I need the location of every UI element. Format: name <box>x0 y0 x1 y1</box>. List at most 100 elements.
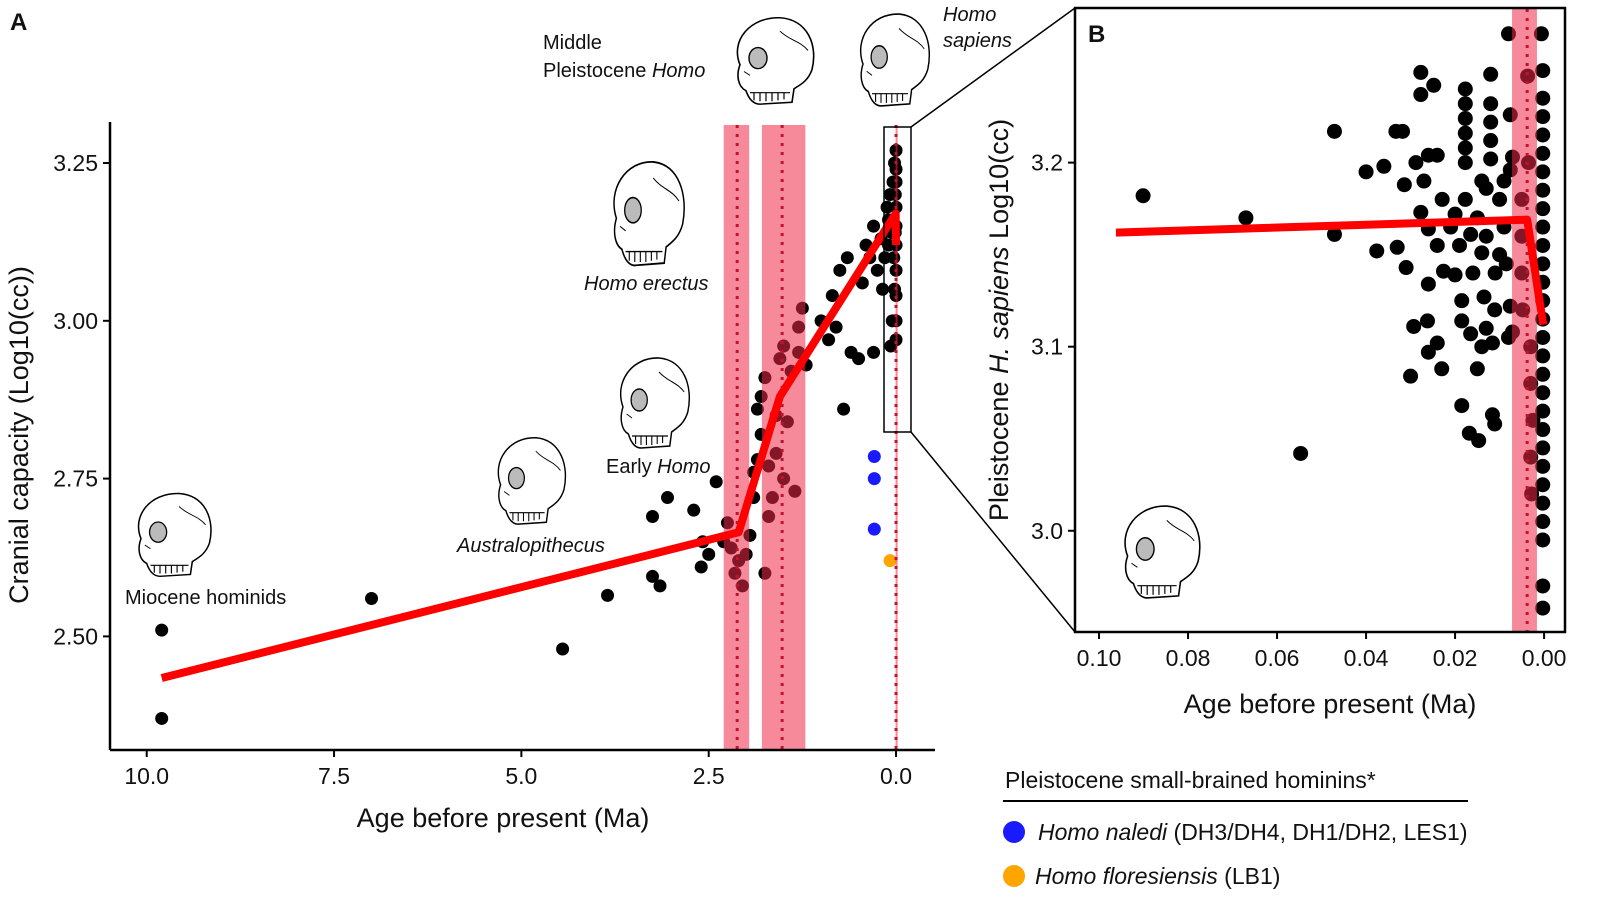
data-point <box>1535 256 1551 272</box>
data-point <box>882 238 896 252</box>
data-point <box>1487 416 1503 432</box>
x-tick-label: 0.00 <box>1522 645 1567 671</box>
zoom-connector <box>883 7 1076 633</box>
skull-homo-sapiens-icon <box>859 13 930 107</box>
y-tick-label: 2.75 <box>53 466 98 492</box>
data-point <box>1376 158 1392 174</box>
x-tick-label: 0.06 <box>1255 645 1300 671</box>
data-point <box>1533 26 1549 42</box>
data-point <box>1483 96 1499 112</box>
y-tick-label: 2.50 <box>53 623 98 649</box>
panel-a: 10.0 7.5 5.0 2.5 0.0 2.50 2.75 3.00 3.25 <box>53 122 935 789</box>
data-point <box>1408 155 1424 171</box>
data-point <box>1535 600 1551 616</box>
data-point <box>1535 109 1551 125</box>
data-point <box>646 509 660 523</box>
legend-item-naledi: Homo naledi (DH3/DH4, DH1/DH2, LES1) <box>1038 819 1468 845</box>
x-axis-title-a: Age before present (Ma) <box>357 803 650 833</box>
skull-early-homo-icon <box>619 357 690 449</box>
y-axis-title-b: Pleistocene H. sapiens Log10(cc) <box>984 119 1014 521</box>
x-axis-title-b: Age before present (Ma) <box>1184 689 1477 719</box>
data-point <box>878 251 892 265</box>
data-point <box>822 333 836 347</box>
data-point <box>1457 155 1473 171</box>
data-point <box>1406 318 1422 334</box>
data-point <box>660 491 674 505</box>
zoom-box <box>883 126 912 433</box>
data-point <box>1492 191 1508 207</box>
data-point <box>1457 125 1473 141</box>
y-tick-label: 3.1 <box>1031 334 1063 360</box>
data-point <box>653 579 667 593</box>
data-point <box>556 642 570 656</box>
data-point <box>1478 320 1494 336</box>
data-point <box>687 503 701 517</box>
data-point <box>1369 243 1385 259</box>
data-point <box>876 282 890 296</box>
data-point <box>1389 239 1405 255</box>
data-point <box>1454 313 1470 329</box>
skull-australopithecus-icon <box>497 436 567 525</box>
annotations: Miocene hominids Australopithecus Early … <box>125 4 1012 609</box>
data-point <box>1535 237 1551 253</box>
data-point <box>867 219 881 233</box>
data-point <box>1535 219 1551 235</box>
data-point <box>884 339 898 353</box>
annotation-middle-pleistocene-homo: Pleistocene Homo <box>543 60 705 82</box>
annotation-miocene: Miocene hominids <box>125 587 286 609</box>
legend: Pleistocene small-brained hominins* Homo… <box>1003 767 1468 889</box>
x-tick-label: 0.02 <box>1433 645 1478 671</box>
data-point <box>1420 276 1436 292</box>
data-point <box>694 560 708 574</box>
data-point <box>1474 245 1490 261</box>
annotation-middle: Middle <box>543 32 602 54</box>
data-point <box>1535 145 1551 161</box>
x-tick-label: 2.5 <box>693 763 725 789</box>
data-point <box>1135 188 1151 204</box>
data-point <box>1535 514 1551 530</box>
data-point <box>1535 164 1551 180</box>
data-point <box>825 289 839 303</box>
data-point <box>855 276 869 290</box>
data-point <box>1535 348 1551 364</box>
legend-marker-floresiensis <box>1003 865 1025 887</box>
x-tick-label: 0.04 <box>1344 645 1389 671</box>
data-point <box>1457 81 1473 97</box>
data-point <box>1396 177 1412 193</box>
legend-item-floresiensis: Homo floresiensis (LB1) <box>1035 863 1280 889</box>
data-point <box>1476 289 1492 305</box>
data-point <box>1454 398 1470 414</box>
plot-area <box>1135 26 1551 616</box>
data-point <box>1452 237 1468 253</box>
data-point-naledi <box>867 472 881 486</box>
annotation-sapiens: sapiens <box>943 30 1012 52</box>
data-point <box>1358 164 1374 180</box>
data-point <box>702 547 716 561</box>
data-point-naledi <box>867 450 881 464</box>
breakpoint-band <box>895 125 898 750</box>
data-point <box>1398 260 1414 276</box>
data-point <box>601 588 615 602</box>
data-point <box>1487 302 1503 318</box>
data-point <box>1483 114 1499 130</box>
data-point <box>1457 110 1473 126</box>
data-point <box>1535 578 1551 594</box>
data-point <box>1419 313 1435 329</box>
panel-label-a: A <box>10 9 27 36</box>
data-point <box>852 352 866 366</box>
data-point <box>1483 66 1499 82</box>
data-point <box>1469 361 1485 377</box>
x-tick-label: 5.0 <box>505 763 537 789</box>
x-tick-label: 0.0 <box>880 763 912 789</box>
data-point <box>1535 532 1551 548</box>
data-point <box>1471 433 1487 449</box>
data-point <box>1498 256 1514 272</box>
data-point <box>1403 368 1419 384</box>
data-point <box>709 475 723 489</box>
y-axis-title-a: Cranial capacity (Log10(cc)) <box>4 266 34 604</box>
data-point <box>1413 204 1429 220</box>
data-point <box>867 345 881 359</box>
data-point <box>1474 339 1490 355</box>
data-point <box>1463 226 1479 242</box>
